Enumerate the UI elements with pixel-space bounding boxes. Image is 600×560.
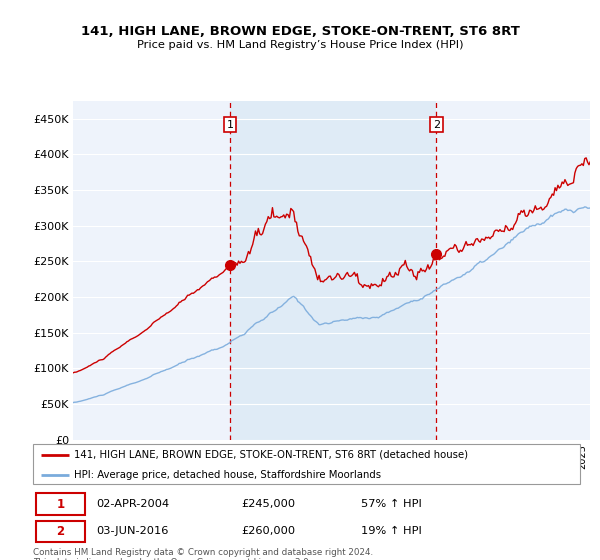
Text: 1: 1: [227, 119, 233, 129]
Text: Price paid vs. HM Land Registry’s House Price Index (HPI): Price paid vs. HM Land Registry’s House …: [137, 40, 463, 50]
Text: £245,000: £245,000: [241, 499, 295, 509]
Text: 1: 1: [56, 497, 64, 511]
Text: 02-APR-2004: 02-APR-2004: [96, 499, 169, 509]
Text: 57% ↑ HPI: 57% ↑ HPI: [361, 499, 422, 509]
Text: 141, HIGH LANE, BROWN EDGE, STOKE-ON-TRENT, ST6 8RT (detached house): 141, HIGH LANE, BROWN EDGE, STOKE-ON-TRE…: [74, 450, 468, 460]
Text: £260,000: £260,000: [241, 526, 295, 536]
Bar: [230, 101, 436, 440]
FancyBboxPatch shape: [33, 444, 580, 484]
Text: 141, HIGH LANE, BROWN EDGE, STOKE-ON-TRENT, ST6 8RT: 141, HIGH LANE, BROWN EDGE, STOKE-ON-TRE…: [80, 25, 520, 38]
Text: 2: 2: [56, 525, 64, 538]
FancyBboxPatch shape: [36, 493, 85, 515]
Text: 2: 2: [433, 119, 440, 129]
FancyBboxPatch shape: [36, 521, 85, 542]
Text: 19% ↑ HPI: 19% ↑ HPI: [361, 526, 422, 536]
Text: HPI: Average price, detached house, Staffordshire Moorlands: HPI: Average price, detached house, Staf…: [74, 470, 381, 480]
Text: 03-JUN-2016: 03-JUN-2016: [96, 526, 169, 536]
Text: Contains HM Land Registry data © Crown copyright and database right 2024.
This d: Contains HM Land Registry data © Crown c…: [33, 548, 373, 560]
